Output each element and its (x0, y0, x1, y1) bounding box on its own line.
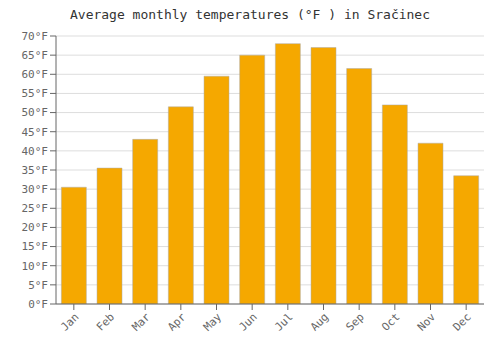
svg-text:0°F: 0°F (28, 298, 48, 311)
svg-text:Apr: Apr (165, 310, 189, 334)
svg-text:Jul: Jul (272, 310, 295, 333)
svg-text:10°F: 10°F (22, 260, 49, 273)
html-text:Average monthly temperatures (: Average monthly temperatures (°F ) in Sr… (70, 7, 430, 22)
svg-text:5°F: 5°F (28, 279, 48, 292)
svg-text:Jan: Jan (58, 310, 81, 333)
svg-text:50°F: 50°F (22, 106, 49, 119)
svg-text:40°F: 40°F (22, 145, 49, 158)
svg-text:15°F: 15°F (22, 240, 49, 253)
svg-text:70°F: 70°F (22, 30, 49, 43)
svg-text:45°F: 45°F (22, 126, 49, 139)
svg-text:25°F: 25°F (22, 202, 49, 215)
svg-text:65°F: 65°F (22, 49, 49, 62)
svg-text:May: May (201, 310, 225, 334)
svg-text:20°F: 20°F (22, 221, 49, 234)
svg-text:Sep: Sep (344, 310, 367, 333)
svg-text:30°F: 30°F (22, 183, 49, 196)
svg-text:35°F: 35°F (22, 164, 49, 177)
svg-text:Feb: Feb (94, 310, 117, 333)
svg-text:Dec: Dec (451, 310, 474, 333)
svg-text:Jun: Jun (237, 310, 260, 333)
svg-text:Oct: Oct (379, 310, 402, 333)
svg-text:Mar: Mar (130, 310, 154, 334)
svg-text:Nov: Nov (415, 310, 439, 334)
svg-text:55°F: 55°F (22, 87, 49, 100)
svg-text:Aug: Aug (308, 310, 331, 333)
svg-text:60°F: 60°F (22, 68, 49, 81)
